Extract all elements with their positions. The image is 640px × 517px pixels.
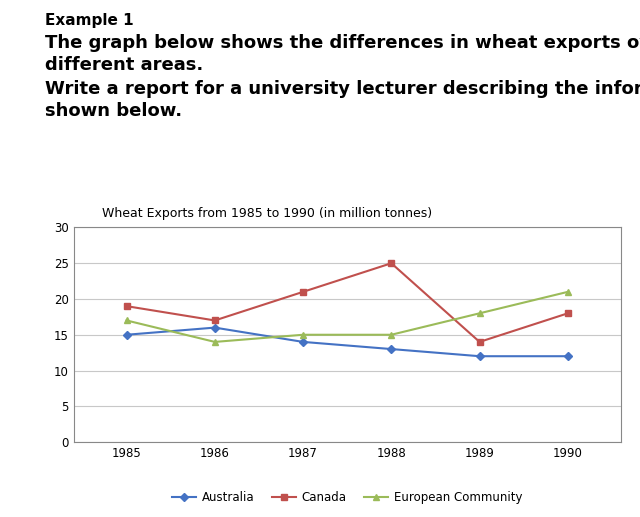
Text: Example 1: Example 1: [45, 13, 133, 28]
Text: The graph below shows the differences in wheat exports over three
different area: The graph below shows the differences in…: [45, 34, 640, 74]
Legend: Australia, Canada, European Community: Australia, Canada, European Community: [168, 486, 527, 509]
Text: Wheat Exports from 1985 to 1990 (in million tonnes): Wheat Exports from 1985 to 1990 (in mill…: [102, 207, 433, 220]
Text: Write a report for a university lecturer describing the information
shown below.: Write a report for a university lecturer…: [45, 80, 640, 120]
